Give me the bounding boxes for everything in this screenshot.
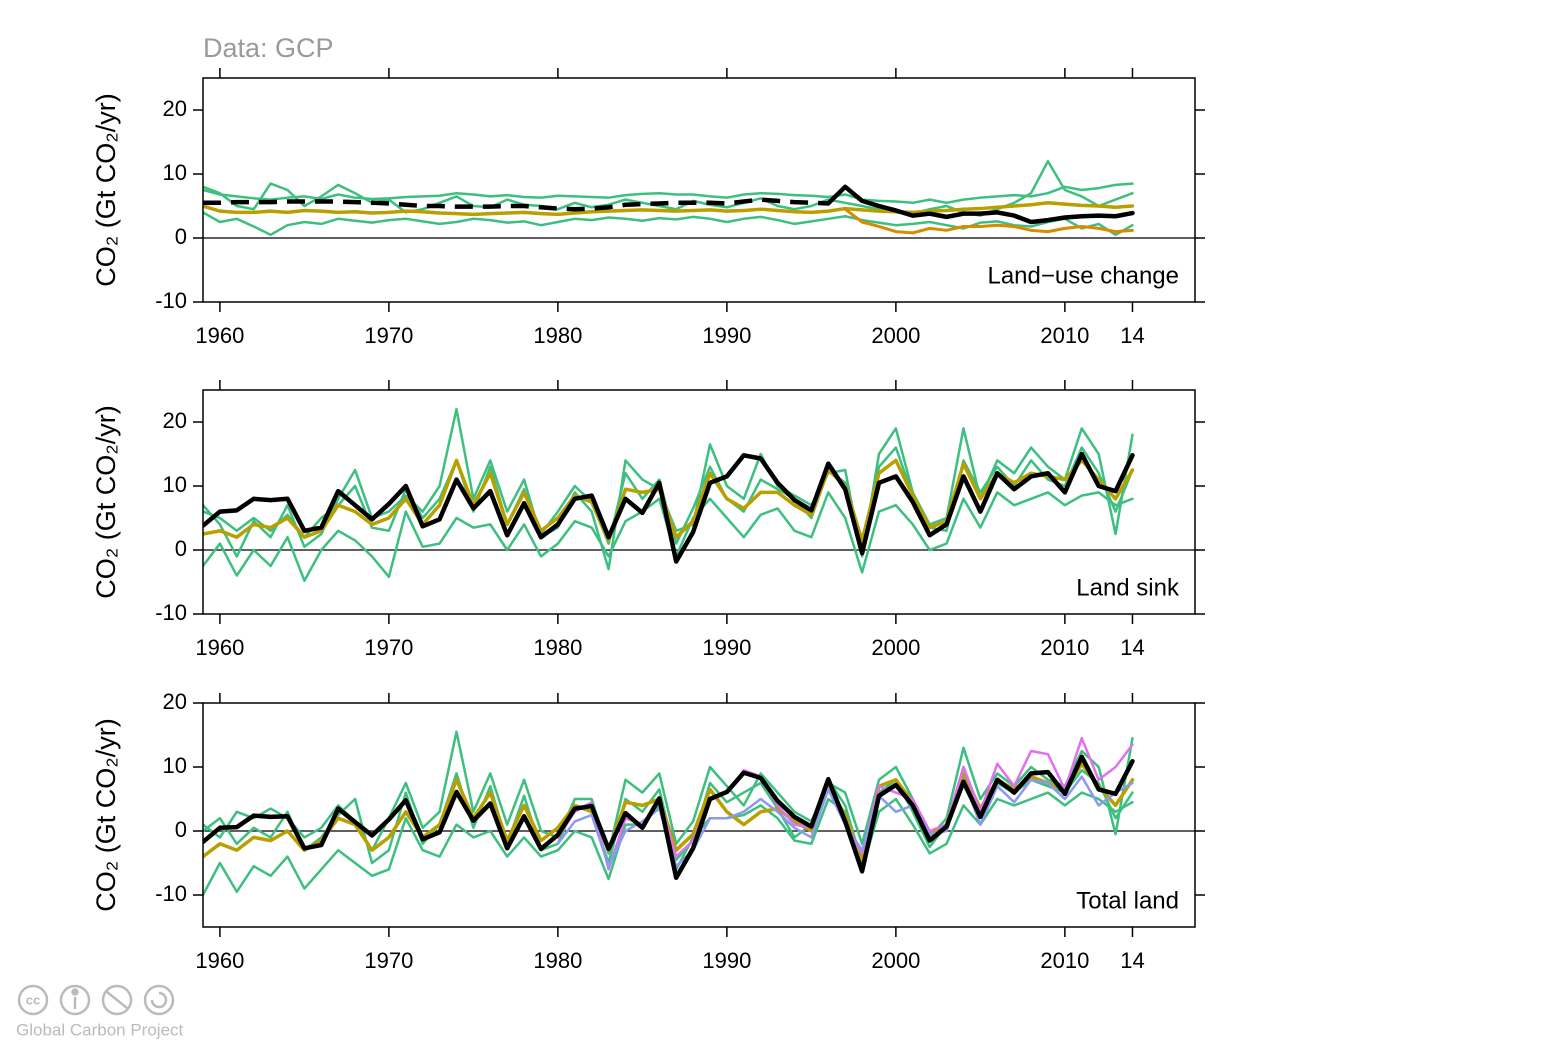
y-tick-label: -10 <box>155 881 187 906</box>
x-tick-label: 2010 <box>1040 323 1089 348</box>
series-line <box>203 754 1135 880</box>
x-tick-label: 14 <box>1120 323 1144 348</box>
badge-icon <box>143 984 175 1016</box>
badge-icon <box>71 988 79 996</box>
license-badge <box>17 984 175 1016</box>
y-tick-label: -10 <box>155 288 187 313</box>
series-line <box>203 211 1134 237</box>
badge-icon <box>150 991 168 1009</box>
series-line <box>843 207 1134 235</box>
credit: Global Carbon Project <box>16 1020 184 1039</box>
x-tick-label: 2010 <box>1040 635 1089 660</box>
plot-frame <box>202 77 1196 303</box>
plot-area <box>203 730 1195 897</box>
y-axis-label: CO₂ (Gt CO₂/yr) <box>91 718 121 911</box>
x-tick-label: 2000 <box>871 948 920 973</box>
x-tick-label: 1970 <box>364 948 413 973</box>
panel-label: Total land <box>1076 887 1179 914</box>
x-tick-label: 1990 <box>702 323 751 348</box>
y-tick-label: 0 <box>175 536 187 561</box>
y-tick-label: 10 <box>163 472 187 497</box>
y-tick-label: 10 <box>163 753 187 778</box>
x-tick-label: 2010 <box>1040 948 1089 973</box>
y-axis-label: CO₂ (Gt CO₂/yr) <box>91 93 121 286</box>
x-tick-label: 1960 <box>195 323 244 348</box>
x-tick-label: 1960 <box>195 948 244 973</box>
x-tick-label: 14 <box>1120 948 1144 973</box>
y-axis-label: CO₂ (Gt CO₂/yr) <box>91 405 121 598</box>
badge-icon <box>17 984 49 1016</box>
x-tick-label: 2000 <box>871 323 920 348</box>
y-tick-label: 20 <box>163 408 187 433</box>
x-tick-label: 1980 <box>533 635 582 660</box>
x-tick-label: 14 <box>1120 635 1144 660</box>
y-tick-label: -10 <box>155 600 187 625</box>
chart-title: Data: GCP <box>203 33 334 63</box>
x-tick-label: 2000 <box>871 635 920 660</box>
y-tick-label: 10 <box>163 160 187 185</box>
x-tick-label: 1990 <box>702 635 751 660</box>
x-tick-label: 1980 <box>533 323 582 348</box>
badge-text: cc <box>26 992 40 1007</box>
y-tick-label: 20 <box>163 96 187 121</box>
series-line <box>203 201 1135 217</box>
series-line <box>826 184 1135 225</box>
plot-frame <box>202 702 1196 928</box>
series-line <box>203 451 1135 564</box>
y-tick-label: 0 <box>175 817 187 842</box>
series-line <box>203 407 1134 571</box>
y-tick-label: 20 <box>163 689 187 714</box>
badge-icon <box>106 991 128 1009</box>
panel-label: Land sink <box>1076 574 1180 601</box>
plot-area <box>203 407 1195 582</box>
plot-area <box>203 159 1195 239</box>
x-tick-label: 1970 <box>364 323 413 348</box>
x-tick-label: 1960 <box>195 635 244 660</box>
series-line <box>203 197 829 212</box>
x-tick-label: 1970 <box>364 635 413 660</box>
y-tick-label: 0 <box>175 224 187 249</box>
series-line <box>203 182 1134 205</box>
badge-icon <box>59 984 91 1016</box>
plot-frame <box>202 389 1196 615</box>
x-tick-label: 1980 <box>533 948 582 973</box>
x-tick-label: 1990 <box>702 948 751 973</box>
badge-icon <box>101 984 133 1016</box>
panel-label: Land−use change <box>987 262 1179 289</box>
